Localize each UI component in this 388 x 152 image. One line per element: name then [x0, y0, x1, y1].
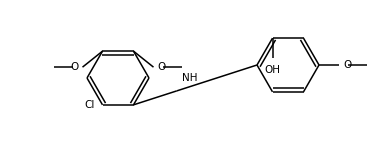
Text: OH: OH: [265, 65, 281, 75]
Text: O: O: [70, 62, 78, 72]
Text: O: O: [158, 62, 166, 72]
Text: Cl: Cl: [84, 100, 95, 110]
Text: O: O: [343, 60, 351, 70]
Text: NH: NH: [182, 73, 197, 83]
